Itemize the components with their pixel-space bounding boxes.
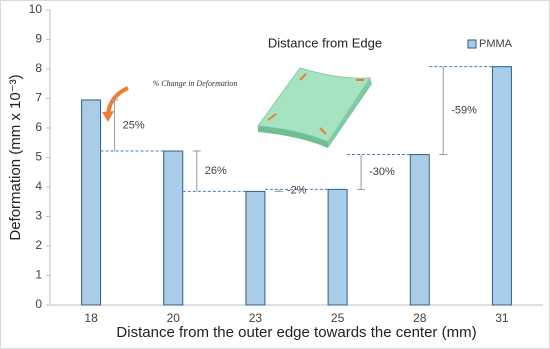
callout-arrow-head (102, 111, 114, 122)
y-tick-label: 8 (35, 61, 42, 75)
inset-title: Distance from Edge (268, 35, 382, 50)
x-tick-label: 20 (167, 311, 181, 325)
x-tick-label: 18 (84, 311, 98, 325)
y-tick-label: 6 (35, 120, 42, 134)
x-tick-label: 25 (331, 311, 345, 325)
x-tick-label: 23 (249, 311, 263, 325)
callout: % Change in Deformation (153, 79, 238, 88)
y-tick-label: 7 (35, 91, 42, 105)
y-tick-label: 5 (35, 150, 42, 164)
y-tick-label: 3 (35, 209, 42, 223)
y-tick-label: 1 (35, 268, 42, 282)
x-tick-label: 28 (413, 311, 427, 325)
change-label: 26% (205, 165, 227, 177)
change-label: -59% (451, 105, 477, 117)
legend-swatch (467, 39, 477, 49)
change-label: -30% (369, 166, 395, 178)
y-tick-label: 4 (35, 179, 42, 193)
x-tick-label: 31 (495, 311, 509, 325)
x-axis-label: Distance from the outer edge towards the… (116, 324, 476, 341)
y-tick-label: 10 (29, 2, 43, 16)
y-tick-label: 9 (35, 32, 42, 46)
y-tick-label: 0 (35, 297, 42, 311)
change-label: 25% (123, 119, 145, 131)
plate-illustration (257, 67, 372, 148)
bar (491, 66, 512, 306)
bar (327, 188, 348, 306)
callout-arrow (106, 86, 129, 115)
bar (81, 99, 102, 306)
bar (409, 154, 430, 306)
y-axis-label: Deformation (mm x 10⁻³) (7, 74, 24, 240)
bar (245, 190, 266, 306)
change-label: -2% (287, 184, 307, 196)
legend-label: PMMA (479, 38, 513, 50)
bar (163, 150, 184, 306)
y-tick-label: 2 (35, 238, 42, 252)
